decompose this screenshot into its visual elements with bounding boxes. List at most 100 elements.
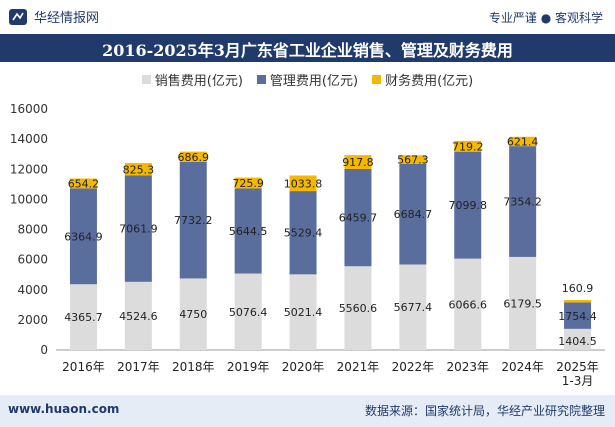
tagline: 专业严谨 ● 客观科学 — [488, 11, 603, 25]
footer: www.huaon.com 数据来源：国家统计局，华经产业研究院整理 — [0, 395, 615, 427]
data-label-admin: 7732.2 — [174, 214, 213, 227]
y-tick-label: 2000 — [17, 313, 48, 327]
bar-sales — [179, 278, 207, 350]
bar-finance — [399, 155, 427, 164]
bar-sales — [344, 266, 372, 350]
x-tick-label: 2017年 — [117, 360, 160, 374]
y-tick-label: 14000 — [10, 132, 48, 146]
title-bar: 2016-2025年3月广东省工业企业销售、管理及财务费用 — [0, 34, 615, 62]
data-label-finance: 686.9 — [178, 151, 210, 164]
legend-label-sales: 销售费用(亿元) — [154, 74, 243, 89]
x-tick-label: 2025年 — [556, 360, 599, 374]
brand-name: 华经情报网 — [34, 11, 100, 26]
bar-sales — [454, 258, 482, 350]
data-label-admin: 7099.8 — [449, 199, 488, 212]
x-tick-label: 2024年 — [501, 360, 544, 374]
data-label-admin: 6684.7 — [394, 208, 433, 221]
bar-sales — [509, 256, 537, 350]
bar-admin — [344, 168, 372, 267]
bar-admin — [509, 146, 537, 257]
bar-finance — [124, 163, 152, 176]
data-label-sales: 5021.4 — [284, 306, 323, 319]
bar-admin — [564, 302, 592, 329]
data-label-admin: 6364.9 — [64, 230, 103, 243]
y-tick-label: 6000 — [17, 253, 48, 267]
data-label-finance: 719.2 — [452, 140, 484, 153]
chart-legend: 销售费用(亿元) 管理费用(亿元) 财务费用(亿元) — [0, 70, 615, 89]
data-label-sales: 6066.6 — [449, 298, 488, 311]
bar-sales — [69, 284, 97, 350]
data-label-admin: 7354.2 — [503, 196, 542, 209]
bar-admin — [234, 188, 262, 274]
bar-sales — [564, 328, 592, 350]
legend-swatch-admin — [256, 75, 266, 84]
bar-sales — [234, 273, 262, 350]
data-label-finance: 1033.8 — [284, 177, 323, 190]
legend-swatch-finance — [372, 75, 382, 84]
bar-admin — [124, 175, 152, 282]
bar-finance — [234, 177, 262, 189]
bar-finance — [69, 178, 97, 189]
data-label-admin: 1754.4 — [558, 310, 597, 323]
bar-finance — [509, 136, 537, 147]
x-tick-label: 2020年 — [282, 360, 325, 374]
data-label-finance: 654.2 — [68, 177, 100, 190]
data-label-finance: 825.3 — [123, 163, 155, 176]
chart-title: 2016-2025年3月广东省工业企业销售、管理及财务费用 — [102, 41, 513, 60]
bar-finance — [179, 151, 207, 162]
bar-sales — [289, 274, 317, 350]
x-tick-label: 2019年 — [227, 360, 270, 374]
data-label-finance: 917.8 — [342, 156, 374, 169]
bar-admin — [179, 161, 207, 279]
legend-swatch-sales — [141, 75, 151, 84]
data-label-admin: 5644.5 — [229, 225, 268, 238]
data-source: 数据来源：国家统计局，华经产业研究院整理 — [364, 404, 605, 418]
data-label-admin: 6459.7 — [339, 212, 378, 225]
data-label-finance: 160.9 — [562, 282, 594, 295]
bar-sales — [124, 281, 152, 350]
data-label-sales: 4365.7 — [64, 311, 103, 324]
x-tick-label: 1-3月 — [562, 374, 594, 388]
x-tick-label: 2021年 — [337, 360, 380, 374]
data-label-sales: 5076.4 — [229, 306, 268, 319]
website-link[interactable]: www.huaon.com — [8, 402, 120, 416]
x-tick-label: 2023年 — [446, 360, 489, 374]
data-label-sales: 5560.6 — [339, 302, 378, 315]
bar-finance — [564, 299, 592, 303]
data-label-sales: 5677.4 — [394, 301, 433, 314]
y-tick-label: 0 — [40, 343, 48, 357]
y-tick-label: 4000 — [17, 283, 48, 297]
data-label-sales: 4524.6 — [119, 310, 158, 323]
data-label-finance: 725.9 — [232, 177, 264, 190]
data-label-finance: 567.3 — [397, 154, 429, 167]
bar-admin — [454, 151, 482, 259]
bar-finance — [454, 140, 482, 152]
bar-admin — [69, 188, 97, 285]
legend-label-admin: 管理费用(亿元) — [269, 74, 359, 89]
bar-admin — [399, 163, 427, 265]
top-bar: 华经情报网 专业严谨 ● 客观科学 — [0, 0, 615, 34]
data-label-admin: 7061.9 — [119, 223, 158, 236]
data-label-sales: 4750 — [179, 308, 207, 321]
data-label-admin: 5529.4 — [284, 227, 323, 240]
bar-admin — [289, 191, 317, 275]
y-tick-label: 8000 — [17, 223, 48, 237]
y-tick-label: 10000 — [10, 192, 48, 206]
x-tick-label: 2016年 — [62, 360, 105, 374]
bar-finance — [344, 155, 372, 169]
legend-item-sales: 销售费用(亿元) — [141, 70, 243, 89]
data-label-sales: 6179.5 — [503, 297, 542, 310]
y-tick-label: 16000 — [10, 102, 48, 116]
bar-finance — [289, 175, 317, 192]
data-label-sales: 1404.5 — [558, 335, 597, 348]
stacked-bar-chart: 0 2000 4000 6000 8000 10000 12000 14000 16000 436… — [10, 102, 605, 388]
y-tick-label: 12000 — [10, 162, 48, 176]
brand: 华经情报网 — [8, 7, 99, 26]
x-tick-label: 2022年 — [392, 360, 435, 374]
data-label-finance: 621.4 — [507, 135, 539, 148]
brand-logo-icon — [9, 8, 27, 25]
legend-label-finance: 财务费用(亿元) — [385, 74, 474, 89]
legend-item-finance: 财务费用(亿元) — [372, 70, 473, 89]
bar-sales — [399, 264, 427, 350]
legend-item-admin: 管理费用(亿元) — [256, 70, 359, 89]
